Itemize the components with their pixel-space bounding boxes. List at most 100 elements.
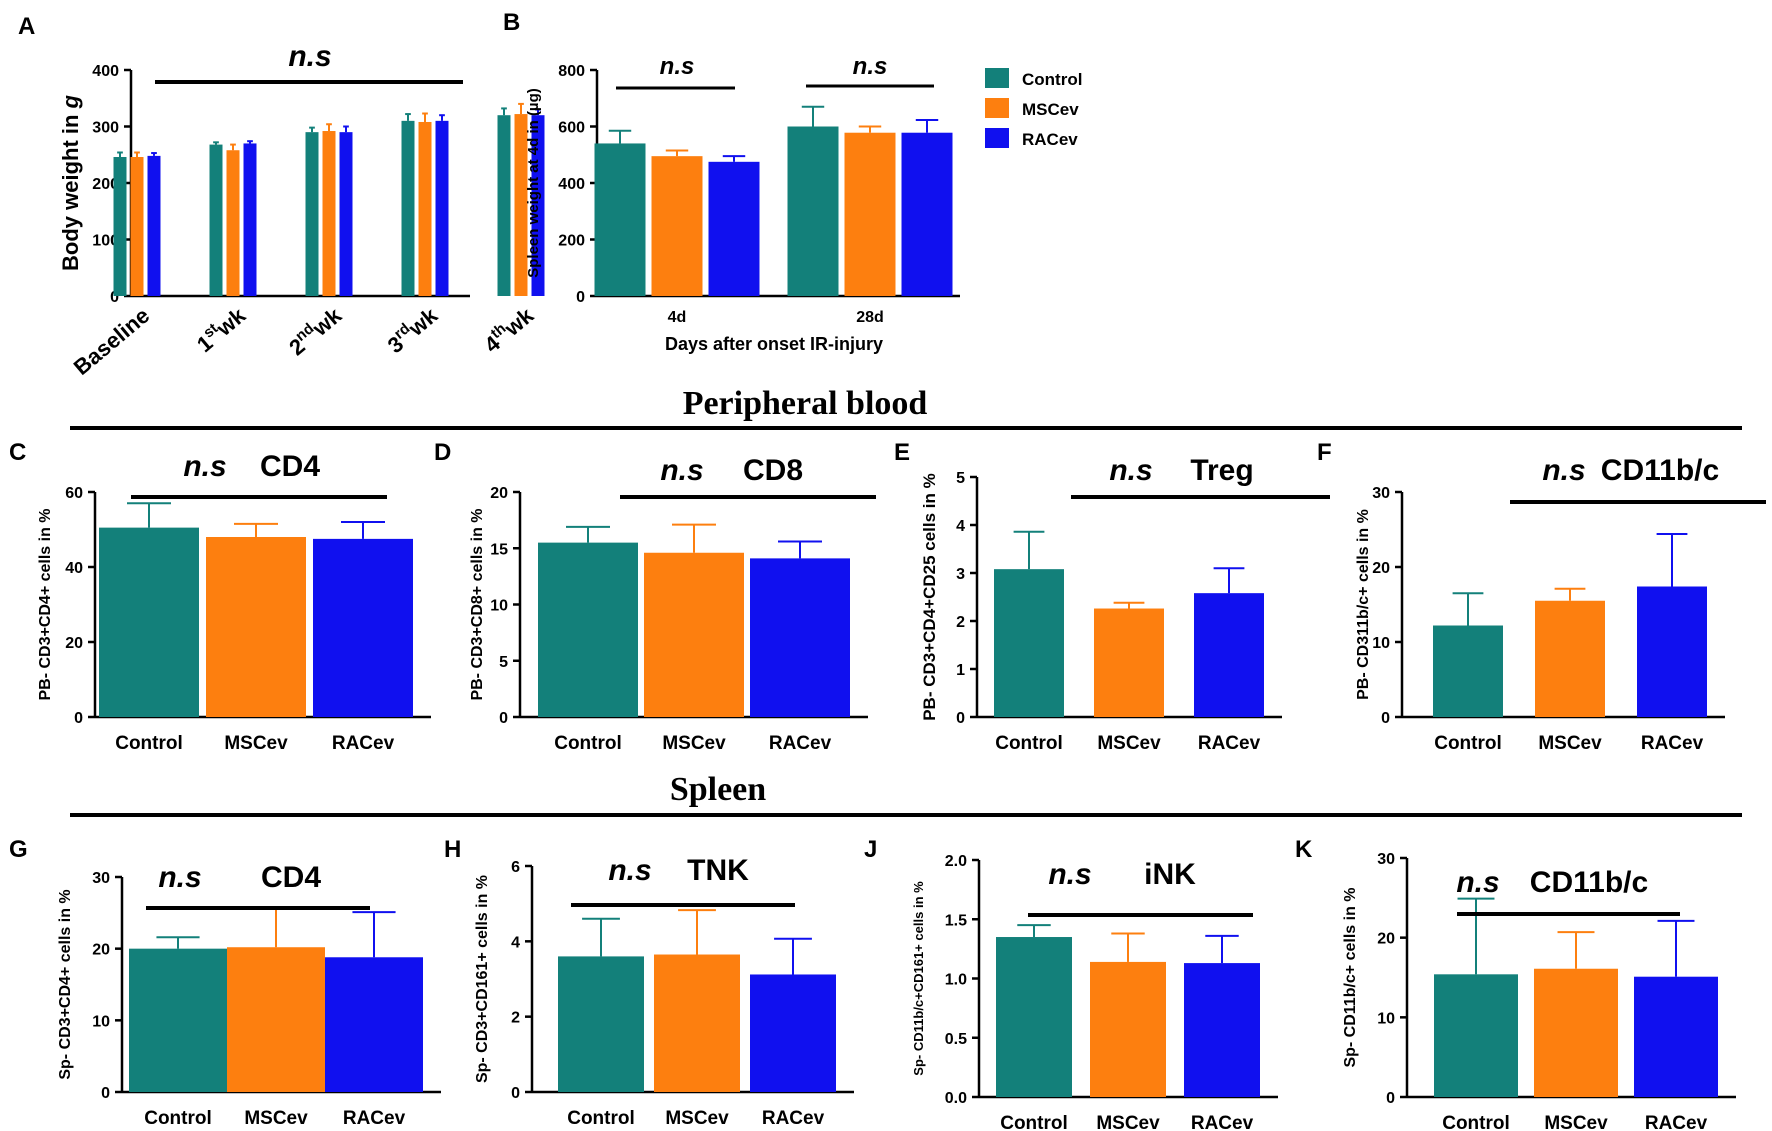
x-tick-label-K: RACev bbox=[1645, 1113, 1708, 1131]
y-axis-label-J: Sp- CD11b/c+CD161+ cells in % bbox=[911, 881, 926, 1076]
y-tick-label-H: 6 bbox=[511, 859, 520, 876]
bar-A-Control bbox=[305, 132, 319, 296]
bar-A-Control bbox=[401, 120, 415, 296]
bar-C-RACev bbox=[313, 538, 413, 717]
panel-B: B 0 200 400 600 800 4d 28d Days after onset IR-i… bbox=[503, 9, 960, 354]
panel-A: A 0 100 200 300 400 Baseline 1stwk 2ndwk 3rdwk 4th… bbox=[18, 13, 545, 380]
annotation-ns-B: n.s bbox=[660, 53, 695, 80]
y-tick-label-B: 200 bbox=[558, 233, 585, 250]
bar-B-MSCev bbox=[844, 132, 896, 296]
panel-D: D 0 5 10 15 20 Control MSCev RACev PB- CD3+CD8+ c… bbox=[434, 439, 876, 754]
y-tick-label-K: 30 bbox=[1377, 851, 1395, 868]
annotation-tag-E: Treg bbox=[1190, 454, 1253, 487]
legend-swatch-RACev bbox=[985, 128, 1009, 148]
y-tick-label-G: 30 bbox=[92, 870, 110, 887]
panel-label-H: H bbox=[444, 836, 461, 863]
y-tick-label-E: 4 bbox=[956, 518, 965, 535]
annotation-tag-H: TNK bbox=[687, 854, 749, 887]
panel-label-C: C bbox=[9, 439, 26, 466]
y-tick-label-E: 5 bbox=[956, 470, 965, 487]
annotation-tag-F: CD11b/c bbox=[1601, 454, 1719, 487]
y-tick-label-F: 30 bbox=[1372, 485, 1390, 502]
x-tick-label-H: Control bbox=[567, 1108, 635, 1129]
y-tick-label-E: 1 bbox=[956, 662, 965, 679]
legend-label-Control: Control bbox=[1022, 70, 1082, 89]
bar-A-MSCev bbox=[226, 150, 240, 296]
bar-E-Control bbox=[994, 569, 1064, 717]
bar-A-MSCev bbox=[514, 114, 528, 296]
y-tick-label-D: 15 bbox=[490, 541, 508, 558]
annotation-tag-G: CD4 bbox=[261, 861, 321, 894]
panel-label-J: J bbox=[864, 836, 877, 863]
x-tick-label-A: 1stwk bbox=[191, 301, 251, 357]
x-tick-label-H: MSCev bbox=[665, 1108, 729, 1129]
y-tick-label-H: 0 bbox=[511, 1085, 520, 1102]
panel-F: F 0 10 20 30 Control MSCev RACev PB- CD311b/c+ c… bbox=[1317, 439, 1766, 754]
panel-label-E: E bbox=[894, 439, 910, 466]
annotation-ns-C: n.s bbox=[183, 450, 226, 483]
y-tick-label-J: 0.0 bbox=[945, 1090, 967, 1107]
x-tick-label-J: RACev bbox=[1191, 1113, 1254, 1131]
annotation-ns-F: n.s bbox=[1542, 454, 1585, 487]
legend-swatch-Control bbox=[985, 68, 1009, 88]
x-tick-label-E: Control bbox=[995, 733, 1063, 754]
panel-K: K 0 10 20 30 Control MSCev RACev Sp- CD11b/c+ ce… bbox=[1295, 836, 1736, 1131]
bar-C-Control bbox=[99, 527, 199, 717]
y-tick-label-A: 200 bbox=[92, 176, 119, 193]
y-tick-label-D: 0 bbox=[499, 710, 508, 727]
annotation-tag-C: CD4 bbox=[260, 450, 320, 483]
bar-H-Control bbox=[558, 956, 644, 1092]
x-tick-label-C: Control bbox=[115, 733, 183, 754]
bar-B-RACev bbox=[708, 161, 760, 296]
annotation-ns-B: n.s bbox=[853, 53, 888, 80]
bar-B-Control bbox=[787, 126, 839, 296]
x-axis-label-B: Days after onset IR-injury bbox=[665, 334, 883, 354]
legend-swatch-MSCev bbox=[985, 98, 1009, 118]
y-axis-label-G: Sp- CD3+CD4+ cells in % bbox=[57, 889, 74, 1079]
y-tick-label-G: 20 bbox=[92, 942, 110, 959]
x-tick-label-K: MSCev bbox=[1544, 1113, 1608, 1131]
panel-H: H 0 2 4 6 Control MSCev RACev Sp- CD3+CD161+ cel… bbox=[444, 836, 854, 1129]
y-tick-label-C: 60 bbox=[65, 485, 83, 502]
panel-label-K: K bbox=[1295, 836, 1313, 863]
y-tick-label-F: 20 bbox=[1372, 560, 1390, 577]
bar-G-MSCev bbox=[227, 947, 325, 1092]
y-tick-label-D: 10 bbox=[490, 598, 508, 615]
bar-B-RACev bbox=[901, 132, 953, 296]
y-axis-label-E: PB- CD3+CD4+CD25 cells in % bbox=[920, 473, 939, 721]
section-title-peripheral-blood: Peripheral blood bbox=[683, 385, 928, 422]
bar-A-RACev bbox=[147, 155, 161, 296]
section-titles: Peripheral blood Spleen bbox=[70, 385, 1742, 817]
y-tick-label-D: 5 bbox=[499, 654, 508, 671]
x-tick-label-E: MSCev bbox=[1097, 733, 1161, 754]
bar-E-RACev bbox=[1194, 593, 1264, 717]
y-tick-label-H: 2 bbox=[511, 1010, 520, 1027]
x-tick-label-F: Control bbox=[1434, 733, 1502, 754]
y-tick-label-B: 400 bbox=[558, 176, 585, 193]
annotation-ns-E: n.s bbox=[1109, 454, 1152, 487]
bar-A-RACev bbox=[339, 132, 353, 296]
panel-G: G 0 10 20 30 Control MSCev RACev Sp- CD3+CD4+ ce… bbox=[9, 836, 441, 1129]
bar-A-Control bbox=[113, 157, 127, 296]
x-tick-label-B: 28d bbox=[856, 309, 884, 326]
y-axis-label-A: Body weight in g bbox=[58, 94, 83, 271]
y-axis-label-B: Spleen weight at 4d in (µg) bbox=[525, 88, 542, 278]
annotation-ns-H: n.s bbox=[608, 854, 651, 887]
bar-A-MSCev bbox=[418, 121, 432, 296]
y-axis-label-D: PB- CD3+CD8+ cells in % bbox=[469, 508, 486, 700]
x-tick-label-C: RACev bbox=[332, 733, 395, 754]
x-tick-label-C: MSCev bbox=[224, 733, 288, 754]
bar-A-MSCev bbox=[130, 157, 144, 296]
bar-D-MSCev bbox=[644, 552, 744, 717]
x-tick-label-F: MSCev bbox=[1538, 733, 1602, 754]
bar-D-Control bbox=[538, 542, 638, 717]
x-tick-label-A: 2ndwk bbox=[283, 301, 347, 361]
panel-label-D: D bbox=[434, 439, 451, 466]
y-tick-label-A: 100 bbox=[92, 233, 119, 250]
bar-G-Control bbox=[129, 948, 227, 1092]
bar-A-RACev bbox=[531, 115, 545, 296]
annotation-tag-K: CD11b/c bbox=[1530, 866, 1648, 899]
bar-J-MSCev bbox=[1090, 961, 1166, 1097]
x-tick-label-J: Control bbox=[1000, 1113, 1068, 1131]
